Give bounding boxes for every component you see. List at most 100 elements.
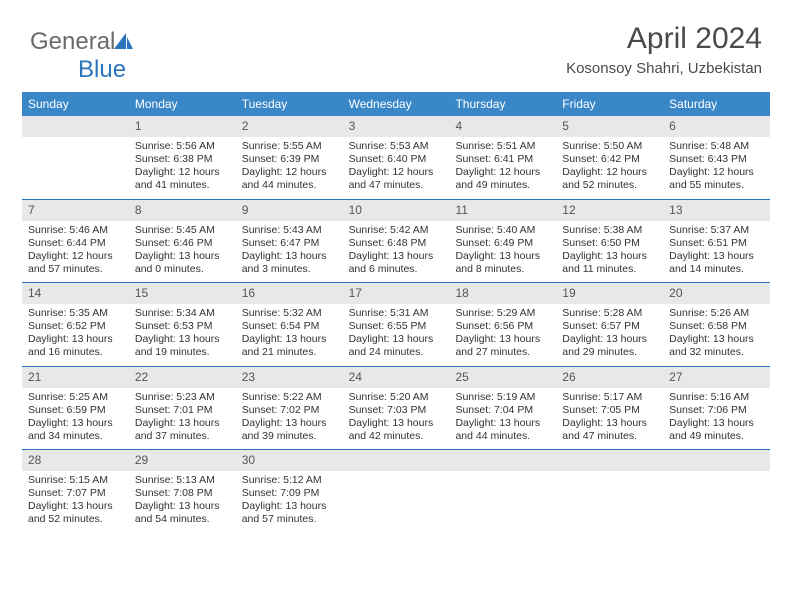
daylight2-text: and 57 minutes. <box>28 263 123 276</box>
calendar-cell: 4Sunrise: 5:51 AMSunset: 6:41 PMDaylight… <box>449 116 556 199</box>
daylight1-text: Daylight: 12 hours <box>28 250 123 263</box>
sunrise-text: Sunrise: 5:45 AM <box>135 224 230 237</box>
daylight2-text: and 39 minutes. <box>242 430 337 443</box>
daylight2-text: and 44 minutes. <box>242 179 337 192</box>
day-content: Sunrise: 5:20 AMSunset: 7:03 PMDaylight:… <box>343 388 450 444</box>
sunrise-text: Sunrise: 5:31 AM <box>349 307 444 320</box>
daylight2-text: and 57 minutes. <box>242 513 337 526</box>
sunset-text: Sunset: 7:07 PM <box>28 487 123 500</box>
day-number <box>663 450 770 471</box>
daylight1-text: Daylight: 13 hours <box>135 333 230 346</box>
sunrise-text: Sunrise: 5:56 AM <box>135 140 230 153</box>
daylight2-text: and 8 minutes. <box>455 263 550 276</box>
daylight2-text: and 49 minutes. <box>455 179 550 192</box>
day-number: 25 <box>449 367 556 388</box>
weeks-container: 1Sunrise: 5:56 AMSunset: 6:38 PMDaylight… <box>22 116 770 533</box>
day-number: 16 <box>236 283 343 304</box>
calendar-cell: 7Sunrise: 5:46 AMSunset: 6:44 PMDaylight… <box>22 200 129 283</box>
sunset-text: Sunset: 6:42 PM <box>562 153 657 166</box>
daylight2-text: and 21 minutes. <box>242 346 337 359</box>
sunset-text: Sunset: 6:50 PM <box>562 237 657 250</box>
sunset-text: Sunset: 6:56 PM <box>455 320 550 333</box>
calendar-cell: 24Sunrise: 5:20 AMSunset: 7:03 PMDayligh… <box>343 367 450 450</box>
daylight1-text: Daylight: 12 hours <box>349 166 444 179</box>
daylight1-text: Daylight: 13 hours <box>669 250 764 263</box>
calendar-cell: 25Sunrise: 5:19 AMSunset: 7:04 PMDayligh… <box>449 367 556 450</box>
daylight2-text: and 29 minutes. <box>562 346 657 359</box>
sunset-text: Sunset: 6:40 PM <box>349 153 444 166</box>
daylight1-text: Daylight: 13 hours <box>455 250 550 263</box>
sunset-text: Sunset: 7:01 PM <box>135 404 230 417</box>
calendar-cell <box>449 450 556 533</box>
daylight2-text: and 41 minutes. <box>135 179 230 192</box>
day-content: Sunrise: 5:45 AMSunset: 6:46 PMDaylight:… <box>129 221 236 277</box>
calendar-cell: 19Sunrise: 5:28 AMSunset: 6:57 PMDayligh… <box>556 283 663 366</box>
day-content: Sunrise: 5:15 AMSunset: 7:07 PMDaylight:… <box>22 471 129 527</box>
calendar-cell: 28Sunrise: 5:15 AMSunset: 7:07 PMDayligh… <box>22 450 129 533</box>
calendar-grid: SundayMondayTuesdayWednesdayThursdayFrid… <box>22 92 770 533</box>
day-number: 6 <box>663 116 770 137</box>
daylight2-text: and 49 minutes. <box>669 430 764 443</box>
sunset-text: Sunset: 6:39 PM <box>242 153 337 166</box>
day-number: 24 <box>343 367 450 388</box>
daylight1-text: Daylight: 13 hours <box>135 417 230 430</box>
daylight2-text: and 44 minutes. <box>455 430 550 443</box>
day-number: 27 <box>663 367 770 388</box>
daylight1-text: Daylight: 12 hours <box>562 166 657 179</box>
page-header: April 2024 Kosonsoy Shahri, Uzbekistan <box>566 22 762 77</box>
daylight1-text: Daylight: 13 hours <box>562 417 657 430</box>
day-content: Sunrise: 5:19 AMSunset: 7:04 PMDaylight:… <box>449 388 556 444</box>
daylight2-text: and 0 minutes. <box>135 263 230 276</box>
day-content: Sunrise: 5:29 AMSunset: 6:56 PMDaylight:… <box>449 304 556 360</box>
sunset-text: Sunset: 6:52 PM <box>28 320 123 333</box>
calendar-cell <box>663 450 770 533</box>
daylight2-text: and 52 minutes. <box>562 179 657 192</box>
sunset-text: Sunset: 7:06 PM <box>669 404 764 417</box>
brand-part1: General <box>30 28 115 55</box>
sunset-text: Sunset: 6:46 PM <box>135 237 230 250</box>
sunrise-text: Sunrise: 5:55 AM <box>242 140 337 153</box>
day-number: 7 <box>22 200 129 221</box>
daylight1-text: Daylight: 13 hours <box>349 250 444 263</box>
day-content: Sunrise: 5:50 AMSunset: 6:42 PMDaylight:… <box>556 137 663 193</box>
sunset-text: Sunset: 6:58 PM <box>669 320 764 333</box>
day-number: 22 <box>129 367 236 388</box>
daylight2-text: and 3 minutes. <box>242 263 337 276</box>
daylight2-text: and 32 minutes. <box>669 346 764 359</box>
sunset-text: Sunset: 6:41 PM <box>455 153 550 166</box>
sunrise-text: Sunrise: 5:34 AM <box>135 307 230 320</box>
day-content: Sunrise: 5:12 AMSunset: 7:09 PMDaylight:… <box>236 471 343 527</box>
calendar-cell: 17Sunrise: 5:31 AMSunset: 6:55 PMDayligh… <box>343 283 450 366</box>
daylight2-text: and 37 minutes. <box>135 430 230 443</box>
sunrise-text: Sunrise: 5:37 AM <box>669 224 764 237</box>
daylight1-text: Daylight: 13 hours <box>669 417 764 430</box>
sunset-text: Sunset: 6:59 PM <box>28 404 123 417</box>
calendar-cell: 18Sunrise: 5:29 AMSunset: 6:56 PMDayligh… <box>449 283 556 366</box>
calendar-cell: 23Sunrise: 5:22 AMSunset: 7:02 PMDayligh… <box>236 367 343 450</box>
daylight2-text: and 54 minutes. <box>135 513 230 526</box>
sunrise-text: Sunrise: 5:22 AM <box>242 391 337 404</box>
calendar-cell: 26Sunrise: 5:17 AMSunset: 7:05 PMDayligh… <box>556 367 663 450</box>
sunset-text: Sunset: 7:08 PM <box>135 487 230 500</box>
daylight1-text: Daylight: 13 hours <box>242 333 337 346</box>
calendar-cell <box>343 450 450 533</box>
sunset-text: Sunset: 6:48 PM <box>349 237 444 250</box>
sunrise-text: Sunrise: 5:46 AM <box>28 224 123 237</box>
week-row: 7Sunrise: 5:46 AMSunset: 6:44 PMDaylight… <box>22 199 770 283</box>
day-content: Sunrise: 5:43 AMSunset: 6:47 PMDaylight:… <box>236 221 343 277</box>
sunset-text: Sunset: 6:43 PM <box>669 153 764 166</box>
daylight1-text: Daylight: 12 hours <box>135 166 230 179</box>
day-content: Sunrise: 5:23 AMSunset: 7:01 PMDaylight:… <box>129 388 236 444</box>
sunrise-text: Sunrise: 5:48 AM <box>669 140 764 153</box>
calendar-cell: 27Sunrise: 5:16 AMSunset: 7:06 PMDayligh… <box>663 367 770 450</box>
daylight1-text: Daylight: 13 hours <box>562 250 657 263</box>
calendar-cell: 1Sunrise: 5:56 AMSunset: 6:38 PMDaylight… <box>129 116 236 199</box>
daylight1-text: Daylight: 13 hours <box>135 250 230 263</box>
daylight1-text: Daylight: 13 hours <box>242 500 337 513</box>
day-content: Sunrise: 5:42 AMSunset: 6:48 PMDaylight:… <box>343 221 450 277</box>
daylight2-text: and 14 minutes. <box>669 263 764 276</box>
daylight1-text: Daylight: 12 hours <box>455 166 550 179</box>
week-row: 28Sunrise: 5:15 AMSunset: 7:07 PMDayligh… <box>22 449 770 533</box>
daylight2-text: and 47 minutes. <box>562 430 657 443</box>
day-header-row: SundayMondayTuesdayWednesdayThursdayFrid… <box>22 92 770 116</box>
